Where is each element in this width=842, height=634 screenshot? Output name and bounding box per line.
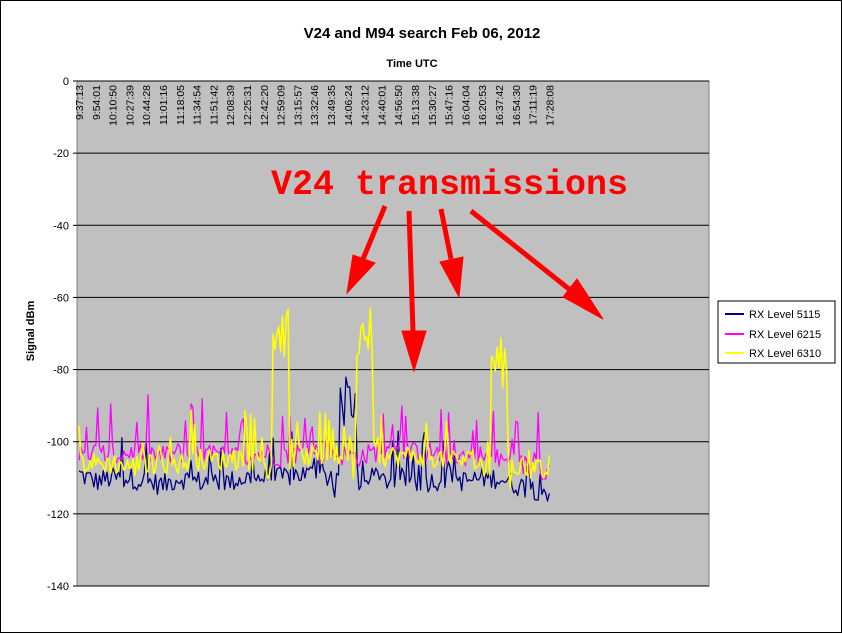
arrow-1-head [346,254,376,295]
x-tick-label: 14:40:01 [376,85,388,126]
arrow-4 [469,209,571,291]
y-tick-label: -20 [53,148,69,160]
y-tick-label: -40 [53,220,69,232]
legend-label-5115: RX Level 5115 [749,309,820,321]
x-axis-title: Time UTC [386,58,437,70]
legend-label-6215: RX Level 6215 [749,329,821,341]
arrow-2 [406,210,416,332]
x-tick-label: 14:23:12 [360,85,372,126]
arrow-2-head [401,330,427,373]
x-tick-label: 12:59:09 [276,85,288,126]
x-tick-label: 15:30:27 [427,85,439,126]
x-tick-label: 16:04:04 [460,85,472,126]
y-tick-label: -120 [47,509,69,521]
x-tick-label: 11:51:42 [208,85,220,125]
arrow-4-head [562,278,604,320]
annotation-group: V24 transmissions [271,165,628,373]
x-tick-label: 16:54:30 [511,85,523,126]
x-tick-label: 12:25:31 [242,85,254,126]
y-axis-ticks: 0 -20 -40 -60 -80 -100 -120 -140 [47,76,77,593]
x-tick-label: 16:37:42 [494,85,506,126]
x-tick-label: 17:11:19 [528,85,540,125]
x-tick-label: 10:44:28 [141,85,153,126]
legend-label-6310: RX Level 6310 [749,348,821,360]
chart-title: V24 and M94 search Feb 06, 2012 [304,25,541,42]
series-line-rx-level-6310 [78,307,551,490]
x-tick-label: 13:15:57 [292,85,304,126]
x-tick-label: 15:47:16 [444,85,456,126]
x-axis-ticks: 9:37:13 9:54:01 10:10:50 10:27:39 10:44:28 11… [74,85,556,126]
x-tick-label: 12:42:20 [259,85,271,126]
x-tick-label: 10:10:50 [108,85,120,126]
x-tick-label: 13:32:46 [309,85,321,126]
arrow-1 [360,205,388,260]
x-tick-label: 14:56:50 [393,85,405,126]
x-tick-label: 12:08:39 [225,85,237,126]
y-tick-label: -60 [53,292,69,304]
legend: RX Level 5115 RX Level 6215 RX Level 631… [717,300,836,364]
x-tick-label: 10:27:39 [124,85,136,126]
x-tick-label: 11:01:16 [158,85,170,125]
y-tick-label: -80 [53,365,69,377]
y-axis-title: Signal dBm [25,301,37,362]
x-tick-label: 14:06:24 [343,85,355,126]
x-tick-label: 9:37:13 [74,85,86,120]
x-tick-label: 17:28:08 [544,85,556,126]
x-tick-label: 11:18:05 [175,85,187,125]
y-tick-label: -140 [47,581,69,593]
arrow-3 [438,208,454,260]
arrow-3-head [439,256,464,299]
series-line-rx-level-5115 [78,376,551,502]
x-tick-label: 9:54:01 [91,85,103,120]
plot-area [76,80,710,587]
x-tick-label: 16:20:53 [477,85,489,126]
y-tick-label: -100 [47,437,69,449]
annotation-v24-transmissions: V24 transmissions [271,165,628,205]
x-tick-label: 13:49:35 [326,85,338,126]
y-tick-label: 0 [63,76,69,88]
series-group [78,307,551,502]
x-tick-label: 11:34:54 [192,85,204,125]
x-tick-label: 15:13:38 [410,85,422,126]
